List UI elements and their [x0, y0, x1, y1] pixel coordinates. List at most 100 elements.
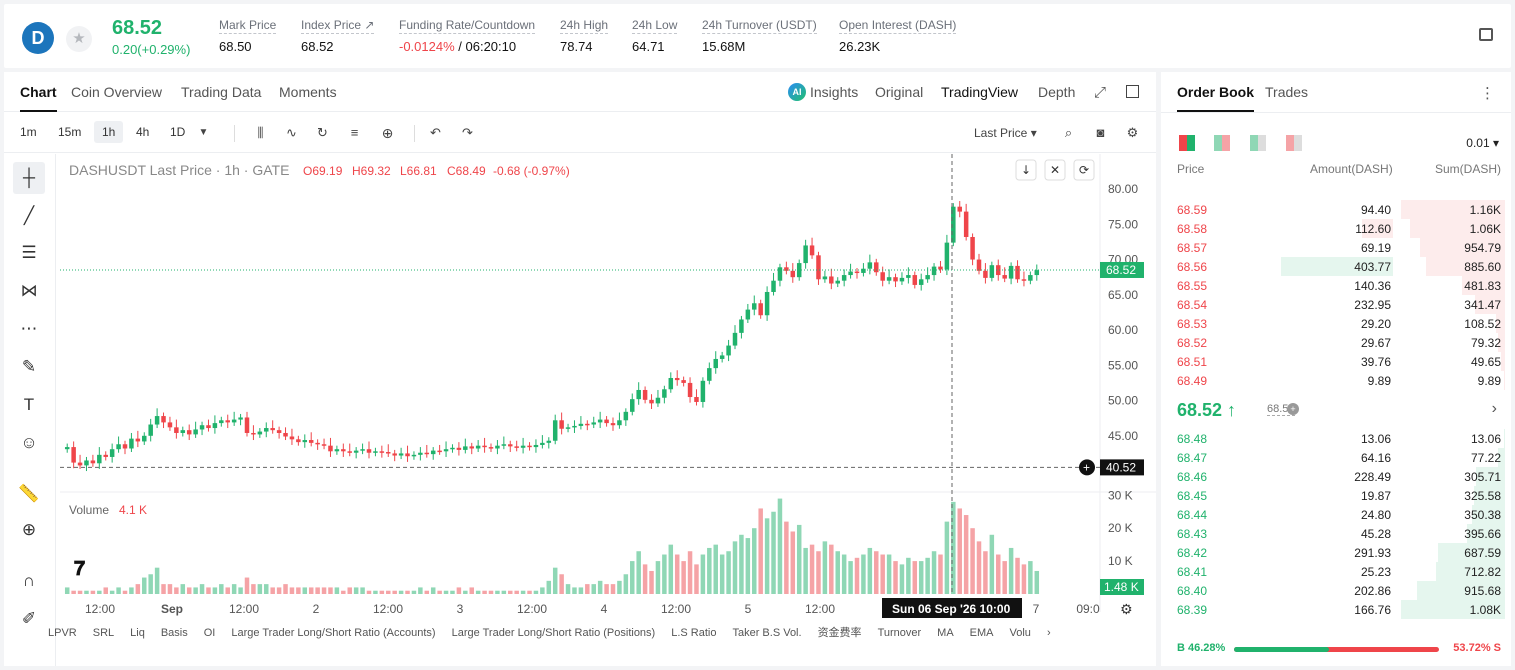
indicator-6[interactable]: Large Trader Long/Short Ratio (Positions… [451, 627, 656, 639]
bid-row[interactable]: 68.44 24.80 350.38 [1161, 505, 1511, 524]
bid-row[interactable]: 68.47 64.16 77.22 [1161, 448, 1511, 467]
candlestick-chart[interactable]: DASHUSDT Last Price · 1h · GATE O69.19 H… [4, 72, 1156, 666]
trendline-icon[interactable]: ╱ [23, 206, 35, 225]
volume-bar [520, 590, 526, 594]
emoji-icon[interactable]: ☺ [20, 433, 38, 452]
ask-row[interactable]: 68.56 403.77 885.60 [1161, 257, 1511, 276]
indicator-10[interactable]: Turnover [877, 627, 922, 639]
bid-row[interactable]: 68.43 45.28 395.66 [1161, 524, 1511, 543]
stat-open-interest[interactable]: Open Interest (DASH) 26.23K [839, 18, 957, 54]
tab-chart[interactable]: Chart [20, 84, 57, 112]
candle-type-icon[interactable]: ⫼ [257, 125, 264, 140]
redo-icon[interactable]: ↷ [462, 125, 473, 140]
magnet-icon[interactable]: ∩ [22, 571, 36, 590]
tab-trading-data[interactable]: Trading Data [181, 84, 262, 100]
ask-row[interactable]: 68.59 94.40 1.16K [1161, 200, 1511, 219]
volume-bar [854, 557, 860, 594]
candle-body [912, 275, 918, 285]
fib-icon[interactable]: ⋯ [20, 319, 38, 338]
ask-row[interactable]: 68.53 29.20 108.52 [1161, 314, 1511, 333]
timeframe-1h[interactable]: 1h [94, 121, 124, 143]
timeframe-4h[interactable]: 4h [136, 125, 150, 139]
crosshair-icon[interactable]: ┼ [13, 162, 45, 194]
stat-funding-rate[interactable]: Funding Rate/Countdown -0.0124% / 06:20:… [399, 18, 536, 54]
more-icon[interactable]: ⋮ [1480, 85, 1495, 102]
template-icon[interactable]: ≡ [350, 125, 359, 140]
indicator-2[interactable]: Liq [130, 627, 145, 639]
ruler-icon[interactable]: 📏 [18, 484, 40, 503]
ob-layout-bids-icon[interactable] [1250, 135, 1266, 151]
ob-layout-split-icon[interactable] [1214, 135, 1230, 151]
indicator-0[interactable]: LPVR [48, 627, 77, 639]
bid-row[interactable]: 68.48 13.06 13.06 [1161, 429, 1511, 448]
stat-mark-price[interactable]: Mark Price 68.50 [219, 18, 277, 54]
timeframe-15m[interactable]: 15m [58, 125, 82, 139]
candle-body [790, 270, 796, 278]
bid-row[interactable]: 68.39 166.76 1.08K [1161, 600, 1511, 619]
stat-index-price[interactable]: Index Price ↗ 68.52 [301, 18, 375, 54]
chevron-right-icon[interactable]: › [1046, 627, 1051, 639]
add-alert-icon[interactable]: ⊕ [381, 125, 394, 141]
view-insights[interactable]: Insights [810, 84, 859, 100]
indicator-8[interactable]: Taker B.S Vol. [732, 627, 802, 639]
pencil-lock-icon[interactable]: ✐ [21, 609, 37, 628]
chevron-down-icon[interactable]: ▼ [198, 127, 209, 138]
undo-icon[interactable]: ↶ [430, 125, 441, 140]
indicator-3[interactable]: Basis [160, 627, 188, 639]
indicators-icon[interactable]: ∿ [286, 125, 297, 140]
volume-bar [482, 590, 487, 594]
price-source-select[interactable]: Last Price ▾ [974, 126, 1037, 140]
indicator-5[interactable]: Large Trader Long/Short Ratio (Accounts) [231, 627, 436, 639]
favorite-star-icon[interactable]: ★ [66, 26, 92, 52]
tab-order-book[interactable]: Order Book [1177, 84, 1255, 112]
precision-select[interactable]: 0.01 ▾ [1466, 136, 1499, 150]
ask-row[interactable]: 68.58 112.60 1.06K [1161, 219, 1511, 238]
search-icon[interactable]: ⌕ [1064, 125, 1073, 140]
camera-icon[interactable]: ◙ [1096, 125, 1105, 140]
tab-trades[interactable]: Trades [1265, 84, 1309, 100]
timeframe-1m[interactable]: 1m [20, 125, 37, 139]
bid-row[interactable]: 68.45 19.87 325.58 [1161, 486, 1511, 505]
horizontal-lines-icon[interactable]: ☰ [21, 243, 37, 262]
indicator-11[interactable]: MA [937, 627, 954, 639]
ob-amount: 228.49 [1354, 470, 1391, 484]
gear-icon[interactable]: ⚙ [1126, 125, 1139, 140]
volume-bar [623, 574, 629, 594]
indicator-13[interactable]: Volu [1009, 627, 1031, 639]
ask-row[interactable]: 68.51 39.76 49.65 [1161, 352, 1511, 371]
text-icon[interactable]: T [23, 395, 35, 414]
bid-row[interactable]: 68.42 291.93 687.59 [1161, 543, 1511, 562]
volume-bar [585, 584, 590, 594]
book-icon[interactable] [1479, 28, 1493, 41]
indicator-1[interactable]: SRL [92, 627, 115, 639]
timeframe-1d[interactable]: 1D [170, 125, 186, 139]
chevron-right-icon[interactable]: › [1491, 400, 1497, 417]
view-tradingview[interactable]: TradingView [941, 84, 1019, 100]
view-original[interactable]: Original [875, 84, 924, 100]
expand-icon[interactable]: ⤢ [1094, 84, 1107, 101]
ask-row[interactable]: 68.57 69.19 954.79 [1161, 238, 1511, 257]
indicator-9[interactable]: 资金费率 [817, 627, 862, 639]
ask-row[interactable]: 68.52 29.67 79.32 [1161, 333, 1511, 352]
view-depth[interactable]: Depth [1038, 84, 1076, 100]
price-change: 0.20(+0.29%) [112, 42, 191, 57]
indicator-4[interactable]: OI [203, 627, 216, 639]
tab-coin-overview[interactable]: Coin Overview [71, 84, 163, 100]
brush-icon[interactable]: ✎ [21, 357, 37, 376]
ask-row[interactable]: 68.55 140.36 481.83 [1161, 276, 1511, 295]
window-icon[interactable] [1126, 85, 1139, 98]
bid-row[interactable]: 68.40 202.86 915.68 [1161, 581, 1511, 600]
ob-price: 68.58 [1177, 222, 1208, 236]
ask-row[interactable]: 68.54 232.95 341.47 [1161, 295, 1511, 314]
indicator-7[interactable]: L.S Ratio [671, 627, 717, 639]
zoom-in-icon[interactable]: ⊕ [21, 520, 37, 539]
ob-layout-both-icon[interactable] [1179, 135, 1195, 151]
bid-row[interactable]: 68.41 25.23 712.82 [1161, 562, 1511, 581]
bid-row[interactable]: 68.46 228.49 305.71 [1161, 467, 1511, 486]
ask-row[interactable]: 68.49 9.89 9.89 [1161, 371, 1511, 390]
replay-icon[interactable]: ↻ [317, 125, 328, 140]
pattern-icon[interactable]: ⋈ [20, 281, 38, 300]
tab-moments[interactable]: Moments [279, 84, 337, 100]
ob-layout-asks-icon[interactable] [1286, 135, 1302, 151]
indicator-12[interactable]: EMA [969, 627, 994, 639]
